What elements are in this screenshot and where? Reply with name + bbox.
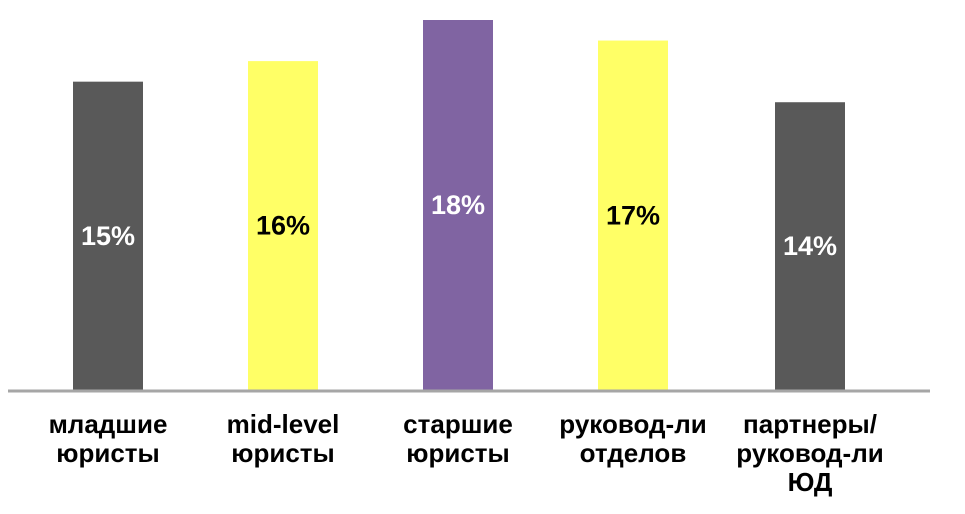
- bar-4: [598, 40, 668, 391]
- data-label-3: 18%: [431, 190, 485, 220]
- category-label-4: руковод-ли отделов: [559, 409, 706, 468]
- data-label-5: 14%: [783, 231, 837, 261]
- category-label-3: старшие юристы: [403, 409, 513, 468]
- bar-5: [775, 102, 845, 390]
- category-labels-group: младшие юристы mid-level юристы старшие юрист…: [49, 409, 884, 497]
- bars-group: 15% 16% 18% 17% 14%: [73, 20, 845, 391]
- category-label-1: младшие юристы: [49, 409, 168, 468]
- category-label-2: mid-level юристы: [227, 409, 340, 468]
- bar-3: [423, 20, 493, 390]
- data-label-2: 16%: [256, 211, 310, 241]
- data-label-1: 15%: [81, 221, 135, 251]
- data-label-4: 17%: [606, 200, 660, 230]
- bar-1: [73, 81, 143, 391]
- bar-2: [248, 61, 318, 390]
- category-label-5: партнеры/руковод-ли ЮД: [736, 409, 883, 497]
